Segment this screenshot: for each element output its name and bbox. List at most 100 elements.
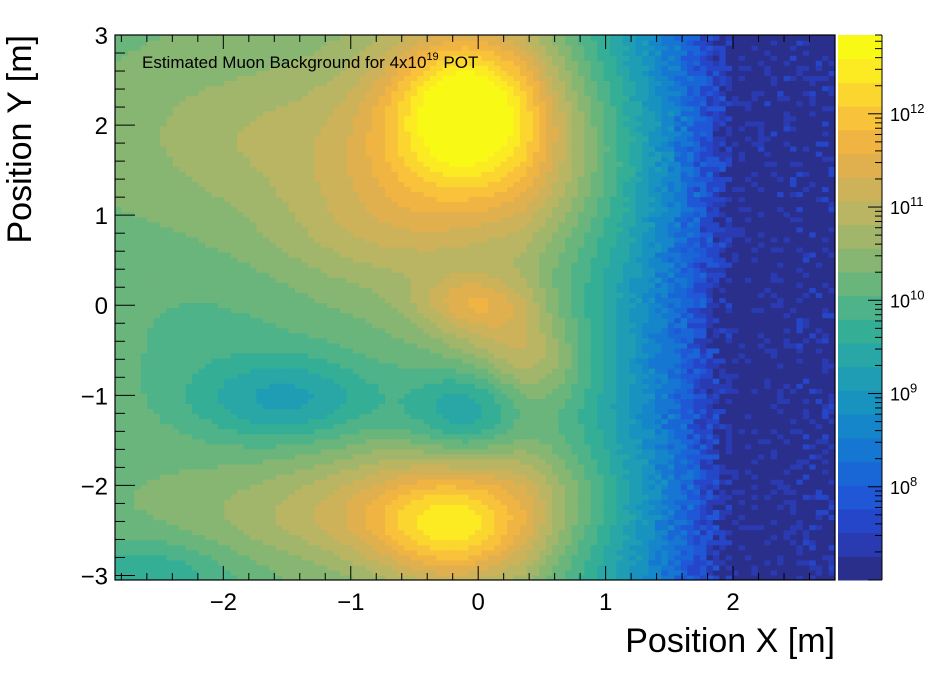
heatmap-cell [320, 100, 328, 107]
heatmap-cell [333, 55, 341, 61]
heatmap-cell [391, 100, 399, 107]
heatmap-cell [121, 90, 129, 97]
heatmap-cell [333, 408, 341, 415]
heatmap-cell [301, 453, 309, 460]
heatmap-cell [385, 357, 393, 364]
heatmap-cell [295, 438, 303, 445]
heatmap-cell [340, 115, 348, 122]
heatmap-cell [160, 504, 168, 510]
heatmap-cell [237, 231, 245, 238]
heatmap-cell [314, 151, 322, 157]
heatmap-cell [378, 504, 386, 510]
heatmap-cell [243, 95, 251, 102]
heatmap-cell [262, 368, 270, 374]
heatmap-cell [192, 282, 200, 288]
heatmap-cell [295, 191, 303, 198]
heatmap-cell [327, 307, 335, 314]
heatmap-cell [185, 438, 193, 445]
heatmap-cell [307, 85, 315, 92]
heatmap-cell [378, 368, 386, 374]
heatmap-cell [230, 45, 238, 51]
heatmap-cell [166, 463, 174, 470]
heatmap-cell [301, 221, 309, 228]
heatmap-cell [217, 398, 225, 404]
heatmap-cell [327, 65, 335, 71]
heatmap-cell [237, 246, 245, 253]
heatmap-cell [198, 35, 206, 41]
heatmap-cell [372, 176, 380, 182]
heatmap-cell [301, 403, 309, 410]
heatmap-cell [153, 80, 161, 87]
heatmap-cell [121, 438, 129, 445]
heatmap-cell [262, 287, 270, 293]
heatmap-cell [282, 45, 290, 51]
heatmap-cell [333, 448, 341, 455]
heatmap-cell [346, 357, 354, 364]
heatmap-cell [314, 544, 322, 551]
heatmap-cell [115, 120, 123, 127]
heatmap-cell [359, 529, 367, 536]
heatmap-cell [198, 181, 206, 187]
heatmap-cell [224, 226, 232, 233]
heatmap-cell [397, 251, 405, 258]
heatmap-cell [121, 352, 129, 359]
heatmap-cell [320, 231, 328, 238]
heatmap-cell [153, 35, 161, 41]
heatmap-cell [115, 549, 123, 556]
heatmap-cell [333, 327, 341, 334]
heatmap-cell [307, 292, 315, 299]
heatmap-cell [217, 332, 225, 339]
heatmap-cell [160, 529, 168, 536]
heatmap-cell [185, 85, 193, 92]
heatmap-cell [404, 130, 412, 137]
heatmap-cell [237, 559, 245, 566]
heatmap-cell [153, 524, 161, 531]
heatmap-cell [237, 393, 245, 399]
heatmap-cell [172, 539, 180, 546]
heatmap-cell [262, 262, 270, 268]
heatmap-cell [115, 514, 123, 521]
heatmap-cell [327, 479, 335, 485]
heatmap-cell [127, 373, 135, 379]
heatmap-cell [385, 191, 393, 198]
heatmap-cell [372, 448, 380, 455]
heatmap-cell [134, 196, 142, 203]
heatmap-cell [185, 115, 193, 122]
heatmap-cell [160, 463, 168, 470]
heatmap-cell [301, 166, 309, 172]
heatmap-cell [295, 388, 303, 394]
heatmap-cell [314, 90, 322, 97]
heatmap-cell [230, 95, 238, 102]
heatmap-cell [385, 373, 393, 379]
heatmap-cell [217, 156, 225, 162]
heatmap-cell [372, 206, 380, 213]
heatmap-cell [217, 368, 225, 374]
heatmap-cell [288, 115, 296, 122]
heatmap-cell [352, 277, 360, 283]
heatmap-cell [269, 534, 277, 541]
heatmap-cell [140, 443, 148, 450]
heatmap-cell [333, 373, 341, 379]
heatmap-cell [198, 509, 206, 515]
heatmap-cell [217, 499, 225, 505]
heatmap-cell [404, 221, 412, 228]
heatmap-cell [256, 418, 264, 425]
heatmap-cell [153, 226, 161, 233]
heatmap-cell [153, 70, 161, 76]
heatmap-cell [147, 499, 155, 505]
heatmap-cell [134, 554, 142, 561]
heatmap-cell [314, 166, 322, 172]
heatmap-cell [224, 120, 232, 127]
heatmap-cell [404, 463, 412, 470]
heatmap-cell [230, 105, 238, 112]
heatmap-cell [404, 251, 412, 258]
heatmap-cell [352, 403, 360, 410]
heatmap-cell [320, 347, 328, 354]
heatmap-cell [172, 221, 180, 228]
heatmap-cell [134, 146, 142, 152]
heatmap-cell [262, 241, 270, 248]
heatmap-cell [140, 433, 148, 440]
heatmap-cell [115, 489, 123, 495]
heatmap-cell [346, 251, 354, 258]
heatmap-cell [307, 393, 315, 399]
